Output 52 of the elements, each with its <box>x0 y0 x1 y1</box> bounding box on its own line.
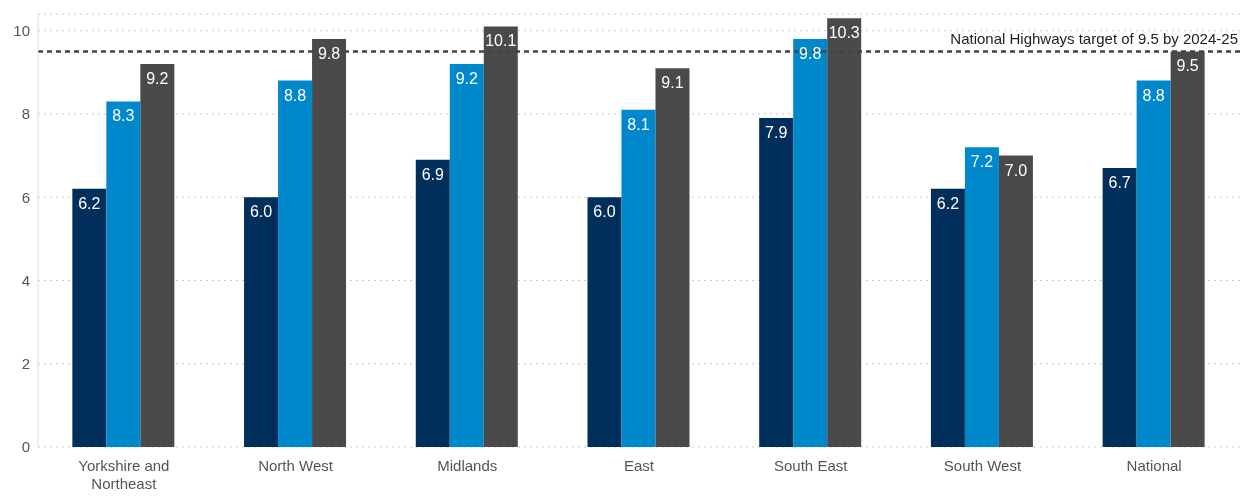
bar <box>621 109 656 447</box>
data-label: 9.2 <box>455 69 478 87</box>
bar <box>278 80 313 447</box>
data-label: 9.8 <box>317 44 341 62</box>
data-label: 6.9 <box>421 165 444 183</box>
data-label: 6.2 <box>78 194 101 212</box>
data-label: 6.7 <box>1108 174 1131 192</box>
bar <box>140 63 175 447</box>
bar <box>793 38 828 447</box>
data-label: 6.2 <box>936 194 960 212</box>
data-label: 10.1 <box>485 32 517 50</box>
y-tick-label: 8 <box>21 105 30 123</box>
data-label: 7.9 <box>765 124 788 142</box>
bar <box>930 188 965 447</box>
data-label: 7.0 <box>1004 161 1028 179</box>
bar <box>449 63 484 447</box>
data-label: 10.3 <box>828 24 860 42</box>
bar <box>964 147 999 447</box>
x-tick-label: Yorkshire and Northeast <box>78 457 170 492</box>
data-label: 6.0 <box>249 203 273 221</box>
x-tick-label: Midlands <box>437 457 498 474</box>
bar <box>72 188 107 447</box>
data-label: 8.8 <box>1142 86 1165 104</box>
bar <box>1136 80 1171 447</box>
x-tick-label: South East <box>774 457 849 474</box>
y-tick-label: 10 <box>13 21 30 39</box>
x-tick-label: East <box>623 457 655 474</box>
bar <box>655 68 690 447</box>
data-label: 8.1 <box>627 115 650 133</box>
data-label: 6.0 <box>593 203 616 221</box>
data-label: 7.2 <box>970 153 994 171</box>
bar <box>998 155 1033 447</box>
x-tick-label: South West <box>943 457 1022 474</box>
bar <box>244 197 279 447</box>
data-label: 8.8 <box>283 86 307 104</box>
y-tick-label: 2 <box>21 355 30 373</box>
data-label: 9.1 <box>661 74 684 92</box>
ref-line-label: National Highways target of 9.5 by 2024-25 <box>950 30 1238 48</box>
data-label: 9.2 <box>146 69 169 87</box>
y-tick-label: 6 <box>21 188 30 206</box>
bar <box>415 159 450 447</box>
x-tick-label: National <box>1126 457 1182 474</box>
data-label: 8.3 <box>112 107 135 125</box>
y-tick-label: 4 <box>21 271 30 289</box>
bar <box>759 118 794 447</box>
data-label: 9.8 <box>799 44 822 62</box>
bar <box>1102 168 1137 447</box>
data-label: 9.5 <box>1176 57 1199 75</box>
x-tick-label: North West <box>258 457 334 474</box>
bar <box>587 197 622 447</box>
bar <box>106 101 141 447</box>
y-tick-label: 0 <box>21 438 30 456</box>
